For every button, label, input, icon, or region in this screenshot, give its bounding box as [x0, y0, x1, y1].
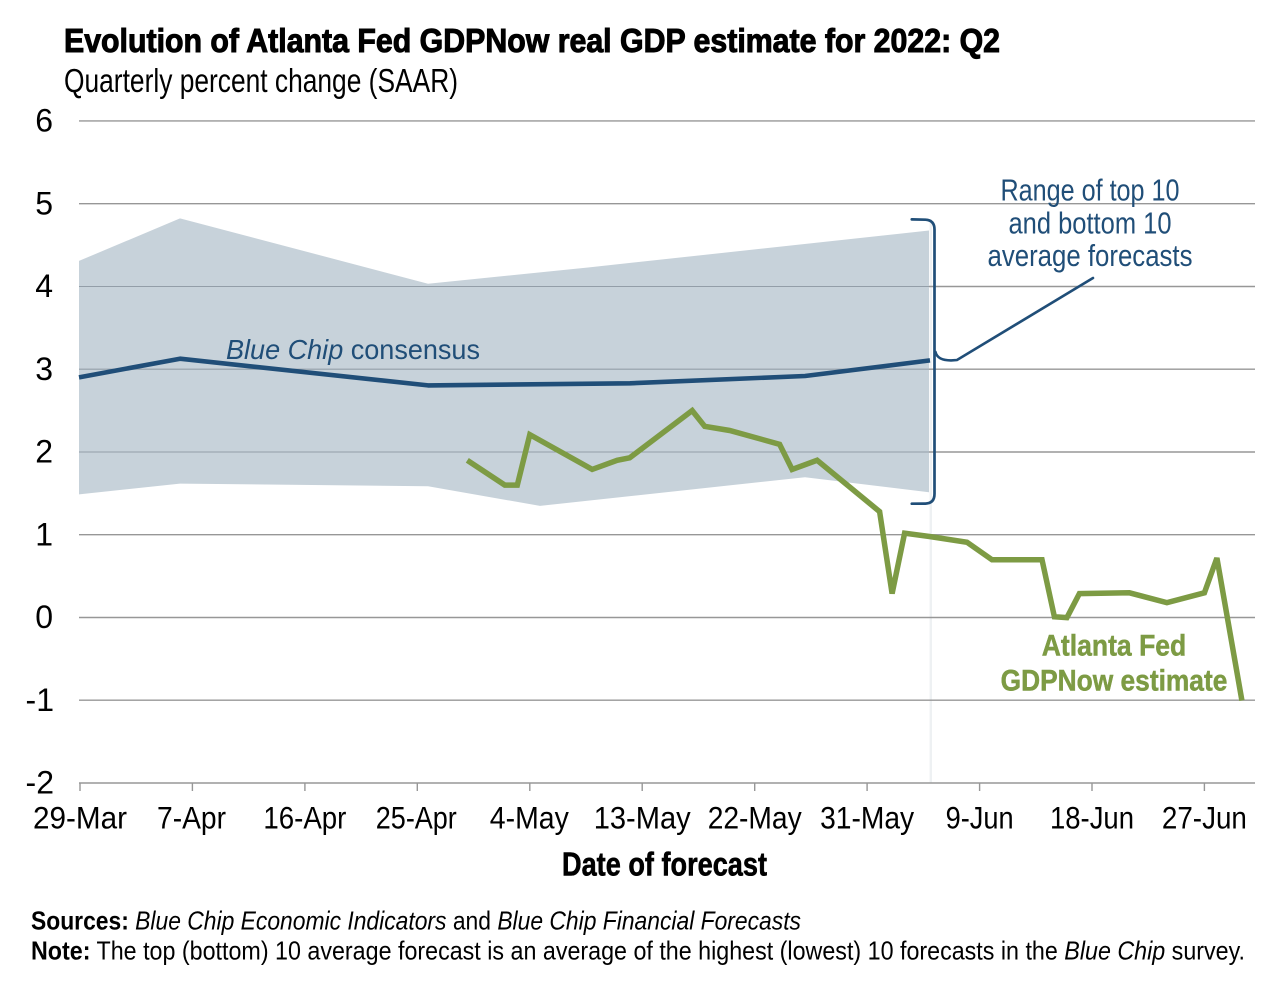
svg-text:Quarterly percent change (SAAR: Quarterly percent change (SAAR) [64, 62, 458, 99]
svg-text:5: 5 [35, 185, 53, 221]
svg-text:and bottom 10: and bottom 10 [1009, 206, 1172, 241]
svg-text:-1: -1 [26, 682, 54, 718]
svg-text:6: 6 [35, 103, 53, 139]
svg-text:13-May: 13-May [594, 800, 691, 836]
svg-text:4-May: 4-May [490, 800, 569, 836]
svg-text:1: 1 [35, 517, 53, 553]
svg-text:Range of top 10: Range of top 10 [1001, 173, 1180, 208]
svg-text:9-Jun: 9-Jun [946, 800, 1014, 836]
svg-text:Atlanta Fed: Atlanta Fed [1042, 630, 1187, 663]
svg-text:18-Jun: 18-Jun [1050, 800, 1134, 836]
svg-text:GDPNow estimate: GDPNow estimate [1001, 665, 1228, 698]
svg-text:Sources: Blue Chip Economic In: Sources: Blue Chip Economic Indicators a… [31, 905, 801, 935]
svg-text:average forecasts: average forecasts [988, 238, 1193, 273]
svg-text:31-May: 31-May [820, 800, 914, 836]
svg-text:4: 4 [35, 268, 53, 304]
svg-text:25-Apr: 25-Apr [376, 800, 457, 836]
svg-text:3: 3 [35, 351, 53, 387]
svg-text:Date of forecast: Date of forecast [562, 846, 767, 883]
svg-text:29-Mar: 29-Mar [33, 800, 127, 836]
svg-text:7-Apr: 7-Apr [157, 800, 226, 836]
svg-text:0: 0 [35, 599, 53, 635]
svg-text:Note: The top (bottom) 10 aver: Note: The top (bottom) 10 average foreca… [31, 936, 1245, 966]
svg-text:-2: -2 [26, 765, 54, 801]
svg-text:Blue Chip consensus: Blue Chip consensus [226, 334, 480, 365]
svg-text:16-Apr: 16-Apr [263, 800, 346, 836]
svg-text:27-Jun: 27-Jun [1162, 800, 1247, 836]
svg-text:2: 2 [35, 434, 53, 470]
svg-text:Evolution of Atlanta Fed GDPNo: Evolution of Atlanta Fed GDPNow real GDP… [64, 22, 1000, 59]
svg-text:22-May: 22-May [708, 800, 802, 836]
